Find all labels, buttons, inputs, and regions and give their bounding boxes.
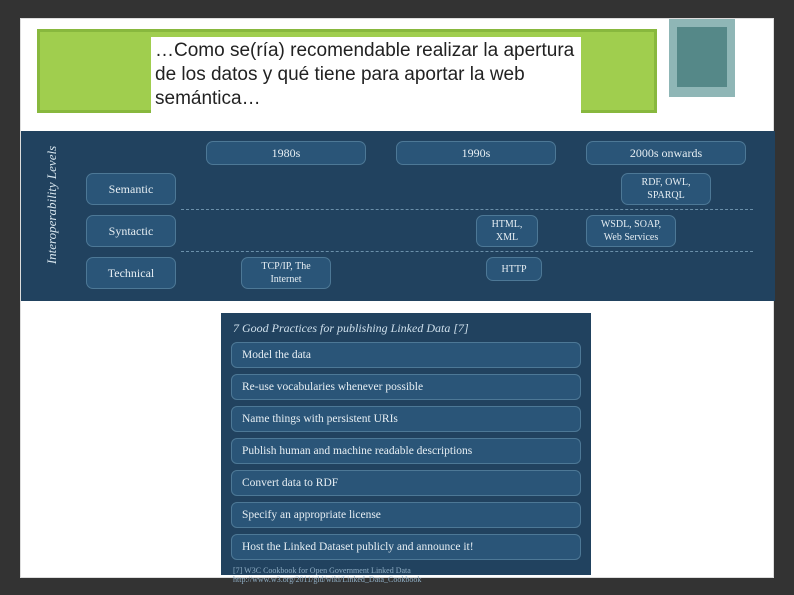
dash-line-1 [181,209,753,210]
practice-item: Re-use vocabularies whenever possible [231,374,581,400]
matrix-inner: Interoperability Levels 1980s 1990s 2000… [31,141,765,291]
cell-syntactic-1990s: HTML, XML [476,215,538,247]
slide-title: …Como se(ría) recomendable realizar la a… [151,37,581,113]
practice-item: Convert data to RDF [231,470,581,496]
decade-1980s: 1980s [206,141,366,165]
good-practices-footnote: [7] W3C Cookbook for Open Government Lin… [233,566,581,584]
cell-semantic-2000s: RDF, OWL, SPARQL [621,173,711,205]
level-syntactic: Syntactic [86,215,176,247]
slide: …Como se(ría) recomendable realizar la a… [20,18,774,578]
good-practices-title: 7 Good Practices for publishing Linked D… [233,321,581,336]
practice-item: Model the data [231,342,581,368]
decade-1990s: 1990s [396,141,556,165]
level-technical: Technical [86,257,176,289]
practice-item: Publish human and machine readable descr… [231,438,581,464]
good-practices-panel: 7 Good Practices for publishing Linked D… [221,313,591,575]
page-marker-inner [677,27,727,87]
cell-syntactic-2000s: WSDL, SOAP, Web Services [586,215,676,247]
decade-2000s: 2000s onwards [586,141,746,165]
practice-item: Name things with persistent URIs [231,406,581,432]
axis-label-interoperability: Interoperability Levels [44,130,60,280]
practice-item: Host the Linked Dataset publicly and ann… [231,534,581,560]
cell-technical-1990s: HTTP [486,257,542,281]
level-semantic: Semantic [86,173,176,205]
cell-technical-1980s: TCP/IP, The Internet [241,257,331,289]
dash-line-2 [181,251,753,252]
interoperability-matrix: Interoperability Levels 1980s 1990s 2000… [21,131,775,301]
practice-item: Specify an appropriate license [231,502,581,528]
